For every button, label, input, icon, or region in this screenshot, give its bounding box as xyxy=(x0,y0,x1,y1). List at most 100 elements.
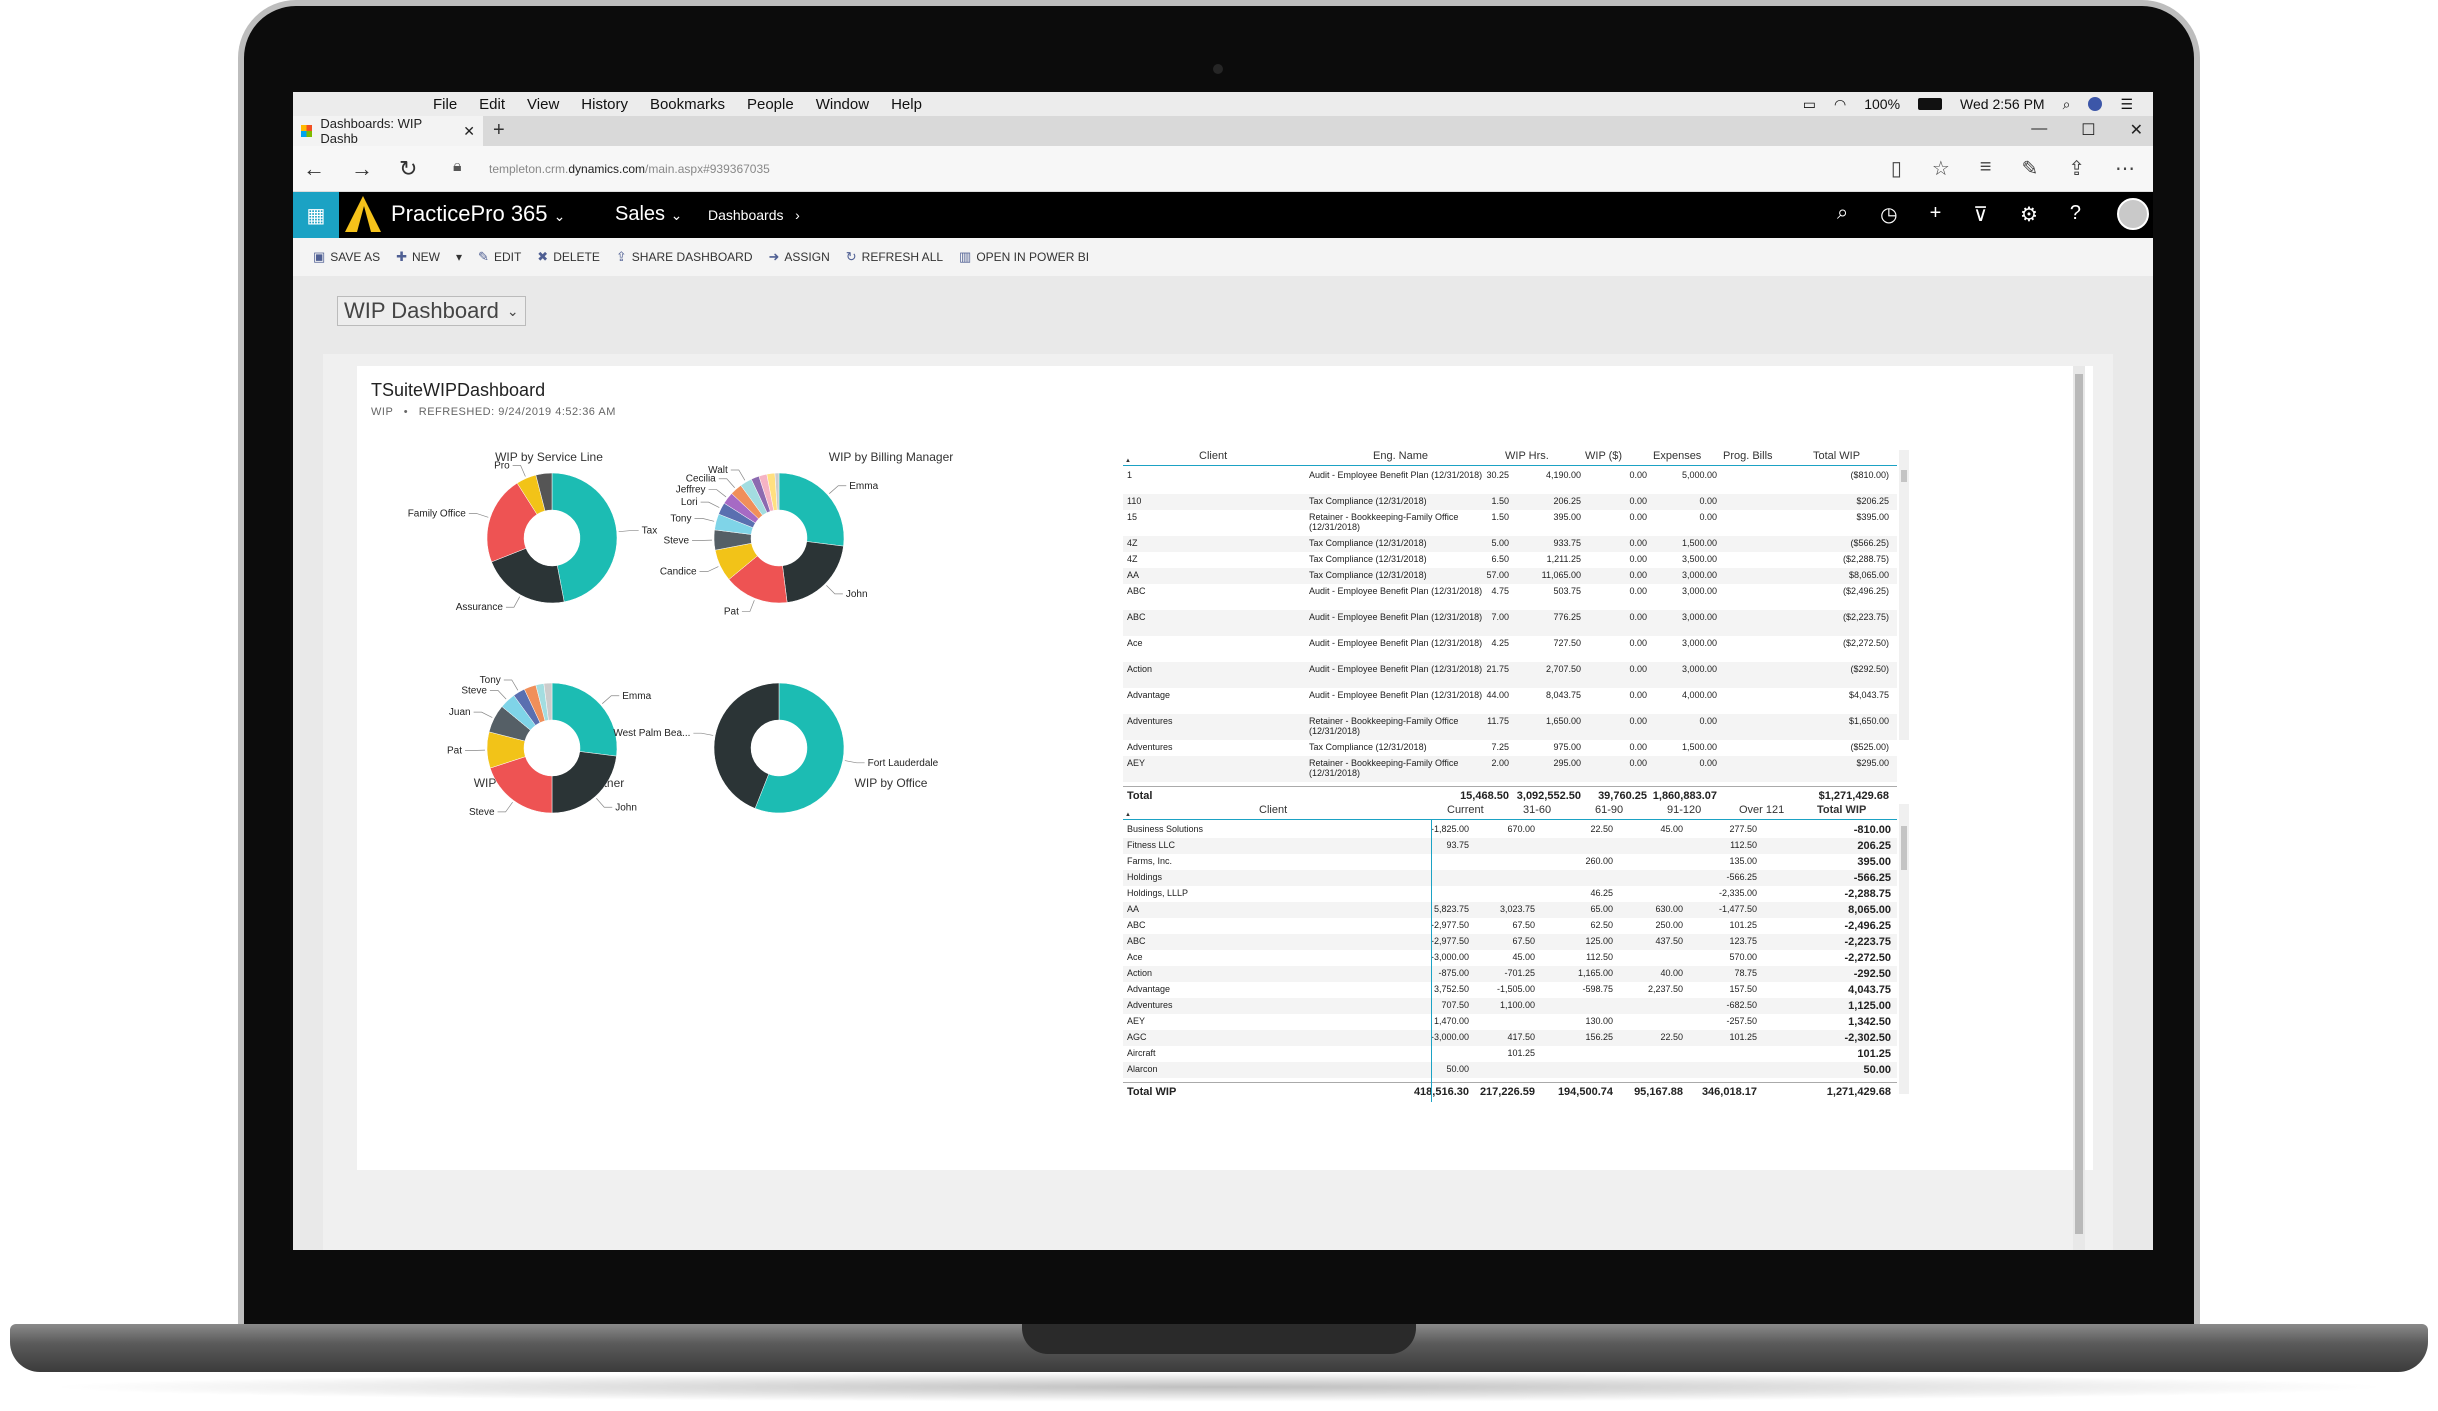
table-row[interactable]: Adventures Tax Compliance (12/31/2018) 7.2… xyxy=(1123,740,1897,756)
more-icon[interactable]: ⋯ xyxy=(2115,158,2135,180)
column-header[interactable]: Total WIP xyxy=(1813,450,1861,462)
table-row[interactable]: 1 Audit - Employee Benefit Plan (12/31/20… xyxy=(1123,468,1897,494)
donut-slice[interactable] xyxy=(551,751,617,814)
table-row[interactable]: Farms, Inc. 260.00 135.00 395.00 xyxy=(1123,854,1897,870)
menu-bookmarks[interactable]: Bookmarks xyxy=(649,95,725,113)
menu-file[interactable]: File xyxy=(433,95,458,113)
table-row[interactable]: Aircraft 101.25 101.25 xyxy=(1123,1046,1897,1062)
table-row[interactable]: AEY Retainer - Bookkeeping-Family Office … xyxy=(1123,756,1897,782)
filter-icon[interactable]: ⊽ xyxy=(1973,204,1988,226)
module-selector[interactable]: Sales ⌄ xyxy=(615,203,682,226)
help-icon[interactable]: ? xyxy=(2069,202,2081,224)
command-assign[interactable]: ➜ ASSIGN xyxy=(769,249,830,265)
app-brand[interactable]: PracticePro 365 ⌄ xyxy=(391,201,565,227)
table-row[interactable]: AGC -3,000.00 417.50 156.25 22.50 101.25 -2,30… xyxy=(1123,1030,1897,1046)
menu-edit[interactable]: Edit xyxy=(479,95,506,113)
column-header[interactable]: Client xyxy=(1199,450,1228,462)
table-row[interactable]: ABC -2,977.50 67.50 62.50 250.00 101.25 -2,496… xyxy=(1123,918,1897,934)
breadcrumb[interactable]: Dashboards › xyxy=(708,207,800,223)
command-open-in-power-bi[interactable]: ▥ OPEN IN POWER BI xyxy=(959,249,1089,265)
menu-view[interactable]: View xyxy=(527,95,560,113)
hub-icon[interactable]: ≡ xyxy=(1979,156,1992,178)
table-row[interactable]: ABC -2,977.50 67.50 125.00 437.50 123.75 -2,22… xyxy=(1123,934,1897,950)
table-row[interactable]: Holdings, LLLP 46.25 -2,335.00 -2,288.75 xyxy=(1123,886,1897,902)
donut-slice[interactable] xyxy=(551,472,618,603)
donut-slice[interactable] xyxy=(489,756,553,814)
menu-people[interactable]: People xyxy=(746,95,794,113)
table-row[interactable]: 4Z Tax Compliance (12/31/2018) 6.50 1,211.2… xyxy=(1123,552,1897,568)
web-note-icon[interactable]: ✎ xyxy=(2021,158,2039,180)
donut-slice[interactable] xyxy=(486,482,538,563)
column-header[interactable]: WIP ($) xyxy=(1585,450,1623,462)
table-row[interactable]: 4Z Tax Compliance (12/31/2018) 5.00 933.75 0… xyxy=(1123,536,1897,552)
table-row[interactable]: ABC Audit - Employee Benefit Plan (12/31/… xyxy=(1123,584,1897,610)
table1-scrollbar[interactable] xyxy=(1899,450,1909,740)
history-icon[interactable]: ◷ xyxy=(1880,204,1898,226)
command-share-dashboard[interactable]: ⇪ SHARE DASHBOARD xyxy=(616,249,753,265)
column-header[interactable]: Total WIP xyxy=(1817,804,1867,816)
menu-window[interactable]: Window xyxy=(815,95,870,113)
donut-slice[interactable] xyxy=(491,547,565,604)
table-row[interactable]: Adventures Retainer - Bookkeeping-Family … xyxy=(1123,714,1897,740)
donut-slice[interactable] xyxy=(535,472,553,512)
table-row[interactable]: Ace Audit - Employee Benefit Plan (12/31/… xyxy=(1123,636,1897,662)
page-scrollbar[interactable] xyxy=(2073,366,2085,1250)
donut-slice[interactable] xyxy=(774,472,780,511)
command-refresh-all[interactable]: ↻ REFRESH ALL xyxy=(846,249,943,265)
column-header[interactable]: WIP Hrs. xyxy=(1505,450,1549,462)
dashboard-selector[interactable]: WIP Dashboard ⌄ xyxy=(337,296,526,326)
table-row[interactable]: AEY 1,470.00 130.00 -257.50 1,342.50 xyxy=(1123,1014,1897,1030)
new-tab-button[interactable]: + xyxy=(493,119,505,141)
table-row[interactable]: Fitness LLC 93.75 112.50 206.25 xyxy=(1123,838,1897,854)
search-icon[interactable]: ⌕ xyxy=(1836,202,1849,224)
table-row[interactable]: Advantage Audit - Employee Benefit Plan (… xyxy=(1123,688,1897,714)
table2-scrollbar[interactable] xyxy=(1899,804,1909,1094)
siri-icon[interactable] xyxy=(2088,97,2103,111)
donut-slice[interactable] xyxy=(778,472,845,547)
share-icon[interactable]: ⇪ xyxy=(2068,158,2085,180)
sort-up-icon[interactable]: ▲ xyxy=(1125,812,1131,818)
battery-icon[interactable] xyxy=(1918,98,1943,110)
table-row[interactable]: ABC Audit - Employee Benefit Plan (12/31/… xyxy=(1123,610,1897,636)
forward-arrow-icon[interactable]: → xyxy=(351,156,373,181)
address-bar[interactable]: templeton.crm.dynamics.com/main.aspx#939… xyxy=(489,162,770,176)
favorite-star-icon[interactable]: ☆ xyxy=(1931,158,1950,180)
gear-icon[interactable]: ⚙ xyxy=(2019,204,2038,226)
donut-slice[interactable] xyxy=(551,682,618,757)
avatar[interactable] xyxy=(2117,198,2149,230)
wifi-icon[interactable]: ◠ xyxy=(1834,95,1847,112)
maximize-icon[interactable]: ☐ xyxy=(2081,122,2096,139)
column-header[interactable]: Current xyxy=(1447,804,1484,816)
table-row[interactable]: AA 5,823.75 3,023.75 65.00 630.00 -1,477.50 8,… xyxy=(1123,902,1897,918)
column-header[interactable]: 31-60 xyxy=(1523,804,1552,816)
table-row[interactable]: Business Solutions -1,825.00 670.00 22.50 45… xyxy=(1123,822,1897,838)
page-scrollbar-thumb[interactable] xyxy=(2075,374,2083,1234)
column-header[interactable]: Over 121 xyxy=(1739,804,1785,816)
table-row[interactable]: Alarcon 50.00 50.00 xyxy=(1123,1062,1897,1078)
table-row[interactable]: AA Tax Compliance (12/31/2018) 57.00 11,065… xyxy=(1123,568,1897,584)
donut-slice[interactable] xyxy=(754,682,845,814)
column-header[interactable]: Expenses xyxy=(1653,450,1702,462)
spotlight-icon[interactable]: ⌕ xyxy=(2062,95,2071,112)
reading-view-icon[interactable]: ▯ xyxy=(1890,158,1902,180)
airplay-icon[interactable]: ▭ xyxy=(1802,95,1816,112)
column-header[interactable]: 61-90 xyxy=(1595,804,1624,816)
donut-slice[interactable] xyxy=(543,682,553,721)
menu-history[interactable]: History xyxy=(581,95,628,113)
menu-help[interactable]: Help xyxy=(891,95,922,113)
minimize-icon[interactable]: — xyxy=(2031,120,2048,137)
command-edit[interactable]: ✎ EDIT xyxy=(478,249,521,265)
back-arrow-icon[interactable]: ← xyxy=(303,156,325,181)
donut-slice[interactable] xyxy=(713,682,780,809)
table-row[interactable]: Advantage 3,752.50 -1,505.00 -598.75 2,237.5… xyxy=(1123,982,1897,998)
command-new[interactable]: ✚ NEW xyxy=(396,249,440,265)
new-dropdown-icon[interactable]: ▾ xyxy=(456,250,463,264)
table-row[interactable]: Ace -3,000.00 45.00 112.50 570.00 -2,272.50 xyxy=(1123,950,1897,966)
table-row[interactable]: Action Audit - Employee Benefit Plan (12/… xyxy=(1123,662,1897,688)
table-row[interactable]: Holdings -566.25 -566.25 xyxy=(1123,870,1897,886)
column-header[interactable]: Client xyxy=(1259,804,1288,816)
sort-up-icon[interactable]: ▲ xyxy=(1125,458,1131,464)
notification-center-icon[interactable]: ☰ xyxy=(2120,95,2133,112)
add-icon[interactable]: + xyxy=(1929,202,1942,224)
command-delete[interactable]: ✖ DELETE xyxy=(537,249,600,265)
